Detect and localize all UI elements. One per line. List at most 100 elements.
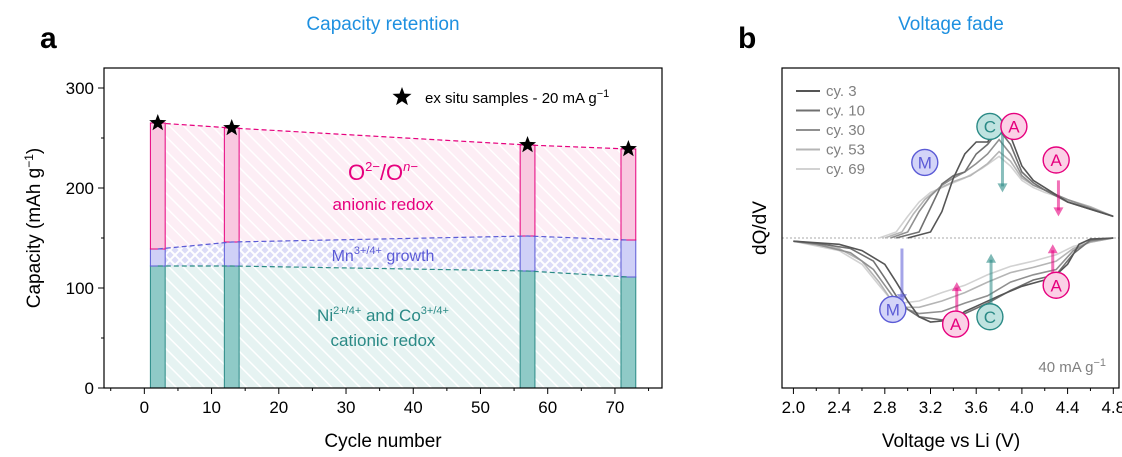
trend-arrow-head (1053, 207, 1064, 217)
y-tick-label: 0 (85, 379, 94, 398)
trend-arrow-head (896, 294, 907, 304)
bar-cationic (149, 265, 166, 389)
legend-entry: cy. 30 (826, 122, 865, 139)
x-tick-label: 50 (471, 398, 490, 417)
star-marker (518, 136, 537, 153)
annotation-mn-growth: Mn3+/4+ growth (332, 245, 435, 265)
y-tick-label: 100 (66, 279, 94, 298)
chart-b-y-label: dQ/dV (750, 201, 771, 255)
annotation-cationic-redox: cationic redox (331, 331, 436, 350)
legend-entry: cy. 53 (826, 142, 865, 159)
bar-anionic (223, 127, 240, 243)
series-charge-line (907, 122, 1114, 239)
series-discharge-line (793, 237, 1114, 321)
bar-mn (149, 248, 166, 267)
x-tick-label: 4.8 (1101, 398, 1122, 417)
star-marker (149, 114, 167, 131)
x-tick-label: 60 (538, 398, 557, 417)
bar-cationic (519, 270, 536, 389)
x-tick-label: 4.4 (1056, 398, 1080, 417)
region-cationic (157, 266, 629, 388)
legend-entry: cy. 3 (826, 83, 857, 100)
trend-arrow-head (997, 183, 1008, 193)
feature-badge-label: M (886, 300, 900, 319)
chart-a-x-ticks: 0 10 20 30 40 50 60 70 (110, 388, 650, 417)
x-tick-label: 2.4 (827, 398, 851, 417)
x-tick-label: 40 (404, 398, 423, 417)
chart-a-legend: ex situ samples - 20 mA g−1 (392, 87, 609, 107)
panel-letter-b: b (738, 22, 756, 55)
x-tick-label: 3.6 (964, 398, 988, 417)
x-tick-label: 70 (605, 398, 624, 417)
chart-b-legend: cy. 3 cy. 10 cy. 30 cy. 53 cy. 69 (796, 83, 865, 178)
bar-mn (620, 239, 637, 278)
feature-badge (1042, 146, 1070, 174)
region-mn (157, 236, 629, 277)
bar-anionic (149, 122, 166, 250)
feature-badge (976, 303, 1004, 331)
panel-a: a Capacity retention 0 10 20 30 40 50 60 70 0 10… (22, 14, 663, 452)
chart-a-plot-frame (103, 67, 663, 389)
chart-a-region-fills (157, 123, 629, 388)
legend-star-icon (392, 87, 412, 106)
feature-badge (1000, 112, 1028, 141)
chart-b-current-note: 40 mA g−1 (1038, 357, 1106, 376)
feature-badge-label: A (1050, 151, 1062, 170)
feature-badge-label: A (1008, 117, 1020, 136)
chart-a-stars (149, 114, 637, 157)
y-tick-label: 200 (66, 179, 94, 198)
x-tick-label: 0 (140, 398, 149, 417)
x-tick-label: 2.0 (782, 398, 806, 417)
y-tick-label: 300 (66, 79, 94, 98)
chart-a-x-label: Cycle number (324, 431, 442, 452)
x-tick-label: 4.0 (1010, 398, 1034, 417)
legend-label: ex situ samples - 20 mA g−1 (425, 88, 609, 107)
trend-arrow-head (1047, 244, 1058, 254)
bar-anionic (519, 144, 536, 237)
chart-a-y-label: Capacity (mAh g−1) (22, 148, 45, 308)
bar-cationic (620, 276, 637, 389)
feature-badge-label: A (1050, 276, 1062, 295)
x-tick-label: 20 (269, 398, 288, 417)
feature-badge (1042, 271, 1070, 299)
chart-b-x-ticks: 2.0 2.4 2.8 3.2 3.6 4.0 4.4 4.8 (782, 388, 1122, 417)
line-mn (157, 235, 629, 250)
bar-cationic (223, 265, 240, 389)
chart-b-x-label: Voltage vs Li (V) (882, 431, 1020, 452)
region-anionic (157, 123, 629, 249)
line-cationic (157, 265, 629, 278)
trend-arrow-head (951, 282, 962, 292)
chart-a-title: Capacity retention (306, 14, 459, 35)
star-marker (223, 119, 241, 136)
panel-letter-a: a (40, 22, 57, 55)
bar-mn (223, 241, 240, 267)
feature-badge (911, 148, 939, 177)
trend-arrow-head (986, 253, 997, 263)
chart-b-title: Voltage fade (898, 14, 1004, 35)
star-marker (619, 140, 637, 157)
bar-anionic (620, 148, 637, 241)
annotation-anionic-redox: anionic redox (332, 195, 434, 214)
chart-b-plot-frame (781, 67, 1120, 389)
annotation-ni-co: Ni2+/4+ and Co3+/4+ (317, 305, 449, 325)
bar-mn (519, 235, 536, 272)
feature-badge (879, 295, 907, 324)
legend-entry: cy. 69 (826, 161, 865, 178)
series-discharge-line (793, 237, 1114, 323)
chart-a-boundary-lines (157, 122, 629, 278)
series-discharge-line (793, 237, 1114, 315)
chart-b-series (793, 122, 1114, 323)
feature-badge-label: A (950, 315, 962, 334)
annotation-anionic-species: O2−/On− (348, 159, 418, 185)
chart-a-y-ticks: 0 100 200 300 (66, 79, 104, 398)
x-tick-label: 2.8 (873, 398, 897, 417)
x-tick-label: 30 (337, 398, 356, 417)
series-discharge-line (793, 237, 1114, 309)
line-anionic (157, 122, 629, 150)
feature-badge (941, 310, 970, 338)
chart-a-bars (149, 122, 637, 389)
feature-badge-label: C (984, 117, 996, 136)
x-tick-label: 10 (202, 398, 221, 417)
